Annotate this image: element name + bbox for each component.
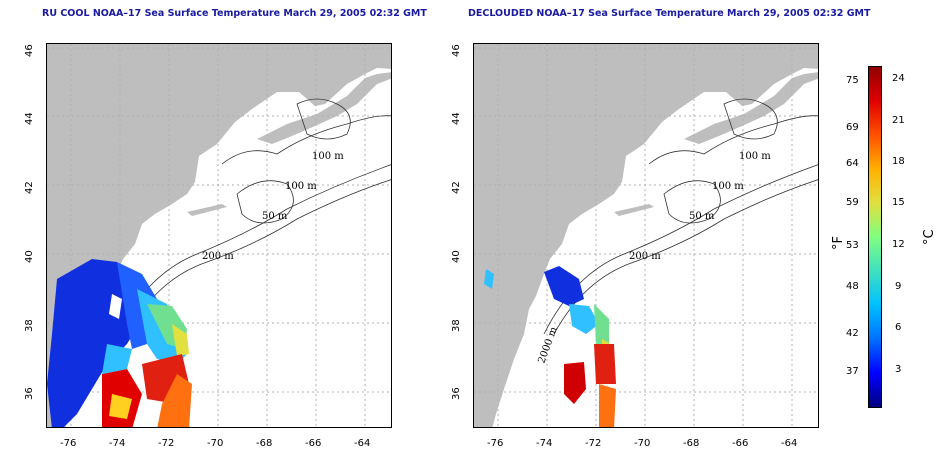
cbar-f-53: 53	[846, 240, 859, 251]
cbar-f-48: 48	[846, 281, 859, 292]
left-ytick-36: 36	[24, 387, 35, 400]
right-panel-title: DECLOUDED NOAA–17 Sea Surface Temperatur…	[468, 8, 871, 19]
contour-label-100m-b: 100 m	[285, 181, 317, 192]
cbar-f-75: 75	[846, 75, 859, 86]
land-mass	[474, 44, 818, 427]
contour-label-100m-a: 100 m	[312, 151, 344, 162]
left-xtick-66: -66	[305, 438, 322, 449]
left-xtick-74: -74	[109, 438, 126, 449]
cbar-c-9: 9	[895, 281, 902, 292]
sst-data-left	[47, 259, 192, 427]
cbar-c-12: 12	[892, 239, 905, 250]
right-xtick-68: -68	[683, 438, 700, 449]
left-ytick-44: 44	[24, 112, 35, 125]
cbar-f-59: 59	[846, 197, 859, 208]
fahrenheit-unit-label: °F	[831, 236, 846, 250]
contour-label-200m: 200 m	[202, 251, 234, 262]
right-ytick-44: 44	[451, 112, 462, 125]
right-ytick-40: 40	[451, 250, 462, 263]
right-map: 100 m 100 m 50 m 200 m 2000 m	[474, 44, 818, 427]
left-ytick-40: 40	[24, 250, 35, 263]
cbar-c-6: 6	[895, 322, 902, 333]
cbar-c-24: 24	[892, 73, 905, 84]
left-xtick-76: -76	[60, 438, 77, 449]
right-xtick-72: -72	[585, 438, 602, 449]
left-xtick-72: -72	[158, 438, 175, 449]
contour-label-50m: 50 m	[689, 211, 715, 222]
left-xtick-70: -70	[207, 438, 224, 449]
contour-label-100m-a: 100 m	[739, 151, 771, 162]
colorbar	[868, 66, 882, 408]
cbar-f-64: 64	[846, 158, 859, 169]
contour-label-2000m: 2000 m	[536, 325, 560, 365]
right-xtick-70: -70	[634, 438, 651, 449]
left-ytick-38: 38	[24, 319, 35, 332]
cbar-c-3: 3	[895, 364, 902, 375]
right-xtick-64: -64	[781, 438, 798, 449]
left-xtick-64: -64	[354, 438, 371, 449]
left-panel-title: RU COOL NOAA–17 Sea Surface Temperature …	[42, 8, 427, 19]
left-ytick-42: 42	[24, 181, 35, 194]
right-xtick-76: -76	[487, 438, 504, 449]
right-ytick-38: 38	[451, 319, 462, 332]
right-ytick-46: 46	[451, 44, 462, 57]
cbar-c-15: 15	[892, 197, 905, 208]
left-xtick-68: -68	[256, 438, 273, 449]
cbar-f-37: 37	[846, 366, 859, 377]
celsius-unit-label: °C	[922, 229, 937, 245]
contour-label-100m-b: 100 m	[712, 181, 744, 192]
cbar-f-69: 69	[846, 122, 859, 133]
contour-label-50m: 50 m	[262, 211, 288, 222]
land-mass	[47, 44, 391, 427]
cbar-c-21: 21	[892, 115, 905, 126]
left-map: 100 m 100 m 50 m 200 m 2000 m	[47, 44, 391, 427]
left-ytick-46: 46	[24, 44, 35, 57]
contour-label-200m: 200 m	[629, 251, 661, 262]
right-xtick-66: -66	[732, 438, 749, 449]
cbar-c-18: 18	[892, 156, 905, 167]
right-ytick-42: 42	[451, 181, 462, 194]
cbar-f-42: 42	[846, 328, 859, 339]
left-map-panel: 100 m 100 m 50 m 200 m 2000 m	[46, 43, 392, 428]
right-ytick-36: 36	[451, 387, 462, 400]
right-map-panel: 100 m 100 m 50 m 200 m 2000 m	[473, 43, 819, 428]
right-xtick-74: -74	[536, 438, 553, 449]
sst-data-right	[484, 266, 616, 427]
